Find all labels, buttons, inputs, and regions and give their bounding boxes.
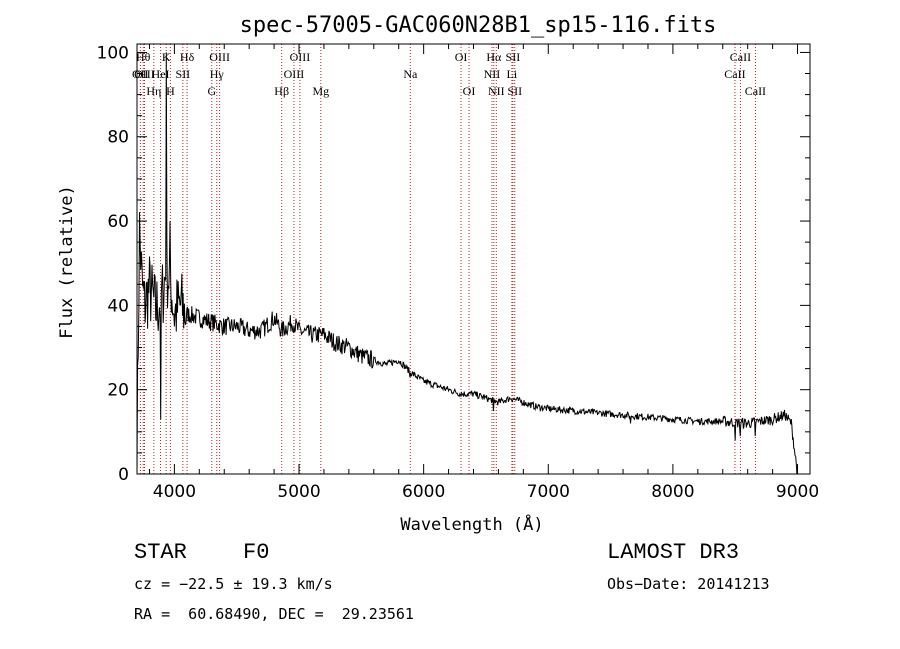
spectral-line-label: CaII [745, 84, 766, 98]
spectral-line-label: CaII [730, 50, 751, 64]
spectral-subclass: F0 [243, 540, 270, 565]
spectral-line-label: NII [488, 84, 505, 98]
y-tick-label: 40 [107, 296, 129, 316]
survey-name: LAMOST DR3 [607, 540, 740, 565]
y-tick-label: 20 [107, 381, 129, 401]
plot-frame [136, 43, 811, 475]
spectral-line-label: OI [455, 50, 468, 64]
x-axis-label: Wavelength (Å) [400, 513, 543, 535]
spectral-line-label: Hη [146, 84, 161, 98]
spectral-line-label: SII [506, 50, 521, 64]
spectral-line-label: OIII [209, 50, 230, 64]
x-tick-label: 9000 [776, 482, 819, 502]
spectral-line-label: Hθ [136, 50, 151, 64]
y-axis-ticks: 0 20 40 60 80 100 [97, 43, 810, 485]
spectral-line-label: Na [403, 67, 418, 81]
spectrum-chart: spec-57005-GAC060N28B1_sp15-116.fits OII… [57, 13, 819, 535]
spectral-line-label: OIII [284, 67, 305, 81]
spectrum-series [136, 52, 798, 475]
y-tick-label: 80 [107, 128, 129, 148]
x-axis-ticks: 4000 5000 6000 7000 8000 9000 [148, 44, 819, 502]
x-tick-label: 7000 [527, 482, 570, 502]
x-tick-label: 5000 [277, 482, 320, 502]
redshift-velocity: cz = −22.5 ± 19.3 km/s [134, 575, 333, 593]
y-tick-label: 0 [118, 465, 129, 485]
spectral-line-markers [139, 44, 756, 474]
y-tick-label: 60 [107, 212, 129, 232]
spectral-line-label: G [207, 84, 216, 98]
spectral-line-label: HeI [152, 67, 170, 81]
spectral-line-label: Hα [486, 50, 502, 64]
object-class: STAR [134, 540, 187, 565]
spectral-line-label: OI [463, 84, 476, 98]
spectral-line-label: SII [176, 67, 191, 81]
spectral-line-label: Mg [312, 84, 329, 98]
spectral-line-label: NII [484, 67, 501, 81]
x-tick-label: 4000 [153, 482, 196, 502]
spectral-line-labels: OIIHθOIIIHηHeIKHSIIHδGHγOIIIHβOIIIOIIIMg… [132, 50, 766, 98]
spectral-line-label: OIII [134, 67, 155, 81]
x-tick-label: 6000 [402, 482, 445, 502]
y-axis-label: Flux (relative) [57, 185, 77, 339]
chart-title: spec-57005-GAC060N28B1_sp15-116.fits [240, 13, 717, 38]
spectral-line-label: Hγ [210, 67, 225, 81]
spectral-line-label: CaII [724, 67, 745, 81]
spectral-line-label: Li [507, 67, 518, 81]
x-tick-label: 8000 [651, 482, 694, 502]
sky-coordinates: RA = 60.68490, DEC = 29.23561 [134, 605, 414, 623]
spectral-line-label: H [166, 84, 175, 98]
spectral-line-label: OIII [290, 50, 311, 64]
spectral-line-label: Hβ [274, 84, 289, 98]
y-tick-label: 100 [97, 43, 129, 63]
spectral-line-label: Hδ [180, 50, 195, 64]
spectral-line-label: SII [507, 84, 522, 98]
observation-date: Obs−Date: 20141213 [607, 575, 770, 593]
